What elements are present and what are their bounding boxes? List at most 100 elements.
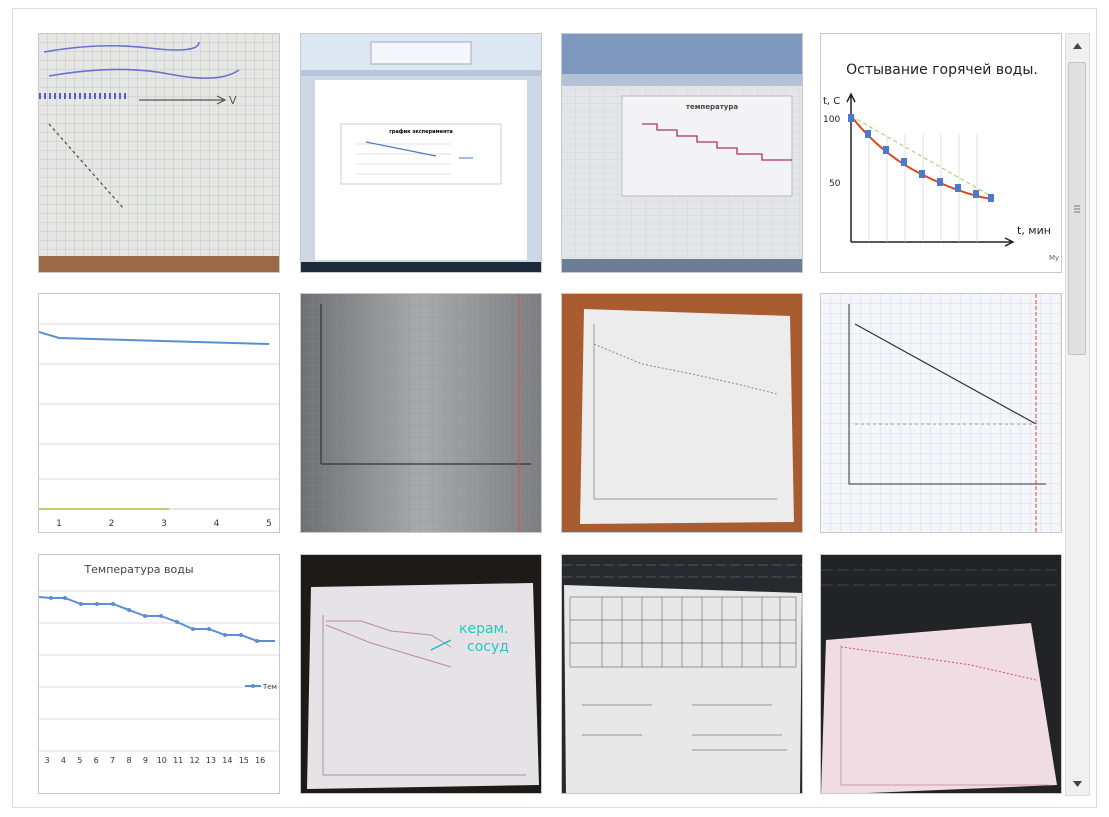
thumbnail[interactable] bbox=[561, 554, 803, 794]
x-tick-label: 13 bbox=[206, 756, 216, 765]
shape bbox=[955, 184, 961, 192]
x-tick-label: 2 bbox=[109, 519, 115, 529]
thumbnail[interactable]: график эксперимента bbox=[300, 33, 542, 273]
shape bbox=[851, 116, 991, 196]
chart-title: Температура воды bbox=[83, 563, 193, 576]
shape bbox=[562, 259, 803, 273]
shape bbox=[315, 80, 527, 260]
paper-photo bbox=[562, 294, 803, 533]
chart-title: график эксперимента bbox=[389, 128, 453, 135]
shape bbox=[580, 309, 794, 524]
x-tick-label: 11 bbox=[173, 756, 183, 765]
shape bbox=[564, 585, 802, 794]
arrow-icon bbox=[1073, 781, 1082, 787]
x-tick-label: 16 bbox=[255, 756, 265, 765]
shape bbox=[848, 114, 854, 122]
chart-title: Остывание горячей воды. bbox=[846, 62, 1038, 78]
graph-paper-photo bbox=[821, 294, 1062, 533]
shape bbox=[39, 324, 280, 479]
x-tick-label: 4 bbox=[61, 756, 66, 765]
x-tick-label: 5 bbox=[77, 756, 82, 765]
paper-photo: керам. сосуд bbox=[301, 555, 542, 794]
shape bbox=[207, 627, 211, 631]
shape bbox=[1074, 206, 1080, 212]
paper-photo bbox=[821, 555, 1062, 794]
shape bbox=[143, 614, 147, 618]
x-tick-label: 9 bbox=[143, 756, 148, 765]
shape bbox=[127, 608, 131, 612]
shape bbox=[622, 96, 792, 196]
shape bbox=[937, 178, 943, 186]
shape bbox=[95, 602, 99, 606]
shape bbox=[301, 294, 542, 533]
handwritten-note: керам. bbox=[459, 621, 509, 637]
shape bbox=[307, 583, 539, 789]
shape bbox=[371, 42, 471, 64]
shape bbox=[1073, 781, 1082, 787]
handwritten-note: сосуд bbox=[467, 639, 509, 655]
y-tick-label: 50 bbox=[829, 179, 841, 189]
shape bbox=[223, 633, 227, 637]
x-tick-label: 14 bbox=[222, 756, 232, 765]
arrow-icon bbox=[1073, 43, 1082, 49]
thumbnail[interactable]: 1 2 3 4 5 bbox=[38, 293, 280, 533]
x-tick-label: 6 bbox=[94, 756, 99, 765]
grip-icon bbox=[1069, 63, 1085, 354]
scroll-down[interactable] bbox=[1066, 772, 1089, 795]
mark-group: 1 2 3 4 5 bbox=[56, 519, 272, 529]
chart-title: температура bbox=[686, 103, 738, 111]
shape bbox=[883, 146, 889, 154]
x-tick-label: 7 bbox=[110, 756, 115, 765]
thumbnail[interactable] bbox=[820, 554, 1062, 794]
x-tick-label: 3 bbox=[44, 756, 49, 765]
thumbnail[interactable] bbox=[561, 293, 803, 533]
thumbnail[interactable]: V bbox=[38, 33, 280, 273]
x-tick-label: 4 bbox=[214, 519, 220, 529]
x-tick-label: 10 bbox=[157, 756, 167, 765]
notebook-photo: V bbox=[39, 34, 280, 273]
shape bbox=[821, 623, 1057, 794]
y-tick-label: 100 bbox=[823, 115, 840, 125]
x-tick-label: 5 bbox=[266, 519, 272, 529]
shape bbox=[39, 332, 269, 344]
shape: V bbox=[229, 94, 237, 107]
shape bbox=[191, 627, 195, 631]
thumbnail[interactable]: температура bbox=[561, 33, 803, 273]
shape bbox=[919, 170, 925, 178]
shape bbox=[255, 639, 259, 643]
shape bbox=[973, 190, 979, 198]
shape bbox=[39, 34, 280, 273]
shape bbox=[63, 596, 67, 600]
x-tick-label: 1 bbox=[56, 519, 62, 529]
thumbnail[interactable]: Остывание горячей воды. t, C 100 50 t, м… bbox=[820, 33, 1062, 273]
shape bbox=[39, 256, 280, 273]
shape bbox=[1073, 43, 1082, 49]
shape bbox=[865, 130, 871, 138]
shape bbox=[562, 34, 803, 74]
x-tick-label: 3 bbox=[161, 519, 167, 529]
shape bbox=[301, 70, 542, 76]
word-screenshot: график эксперимента bbox=[301, 34, 542, 273]
scroll-up[interactable] bbox=[1066, 34, 1089, 57]
shape bbox=[159, 614, 163, 618]
graph-paper-photo bbox=[301, 294, 542, 533]
thumbnail[interactable]: керам. сосуд bbox=[300, 554, 542, 794]
x-tick-label: 8 bbox=[126, 756, 131, 765]
line-chart: 1 2 3 4 5 bbox=[39, 294, 280, 533]
cooling-chart: Остывание горячей воды. t, C 100 50 t, м… bbox=[821, 34, 1062, 273]
page: V график эксперимента температура Остыва… bbox=[0, 0, 1109, 817]
y-axis-label: t, C bbox=[823, 96, 840, 107]
shape bbox=[847, 94, 1013, 246]
scrollbar bbox=[1065, 33, 1090, 796]
scroll-thumb[interactable] bbox=[1068, 62, 1086, 355]
thumbnail[interactable] bbox=[820, 293, 1062, 533]
legend-label: Тем bbox=[262, 683, 277, 691]
x-tick-label: 12 bbox=[190, 756, 200, 765]
shape bbox=[562, 74, 803, 86]
shape bbox=[239, 633, 243, 637]
x-axis-label: t, мин bbox=[1017, 224, 1051, 237]
thumbnail[interactable] bbox=[300, 293, 542, 533]
